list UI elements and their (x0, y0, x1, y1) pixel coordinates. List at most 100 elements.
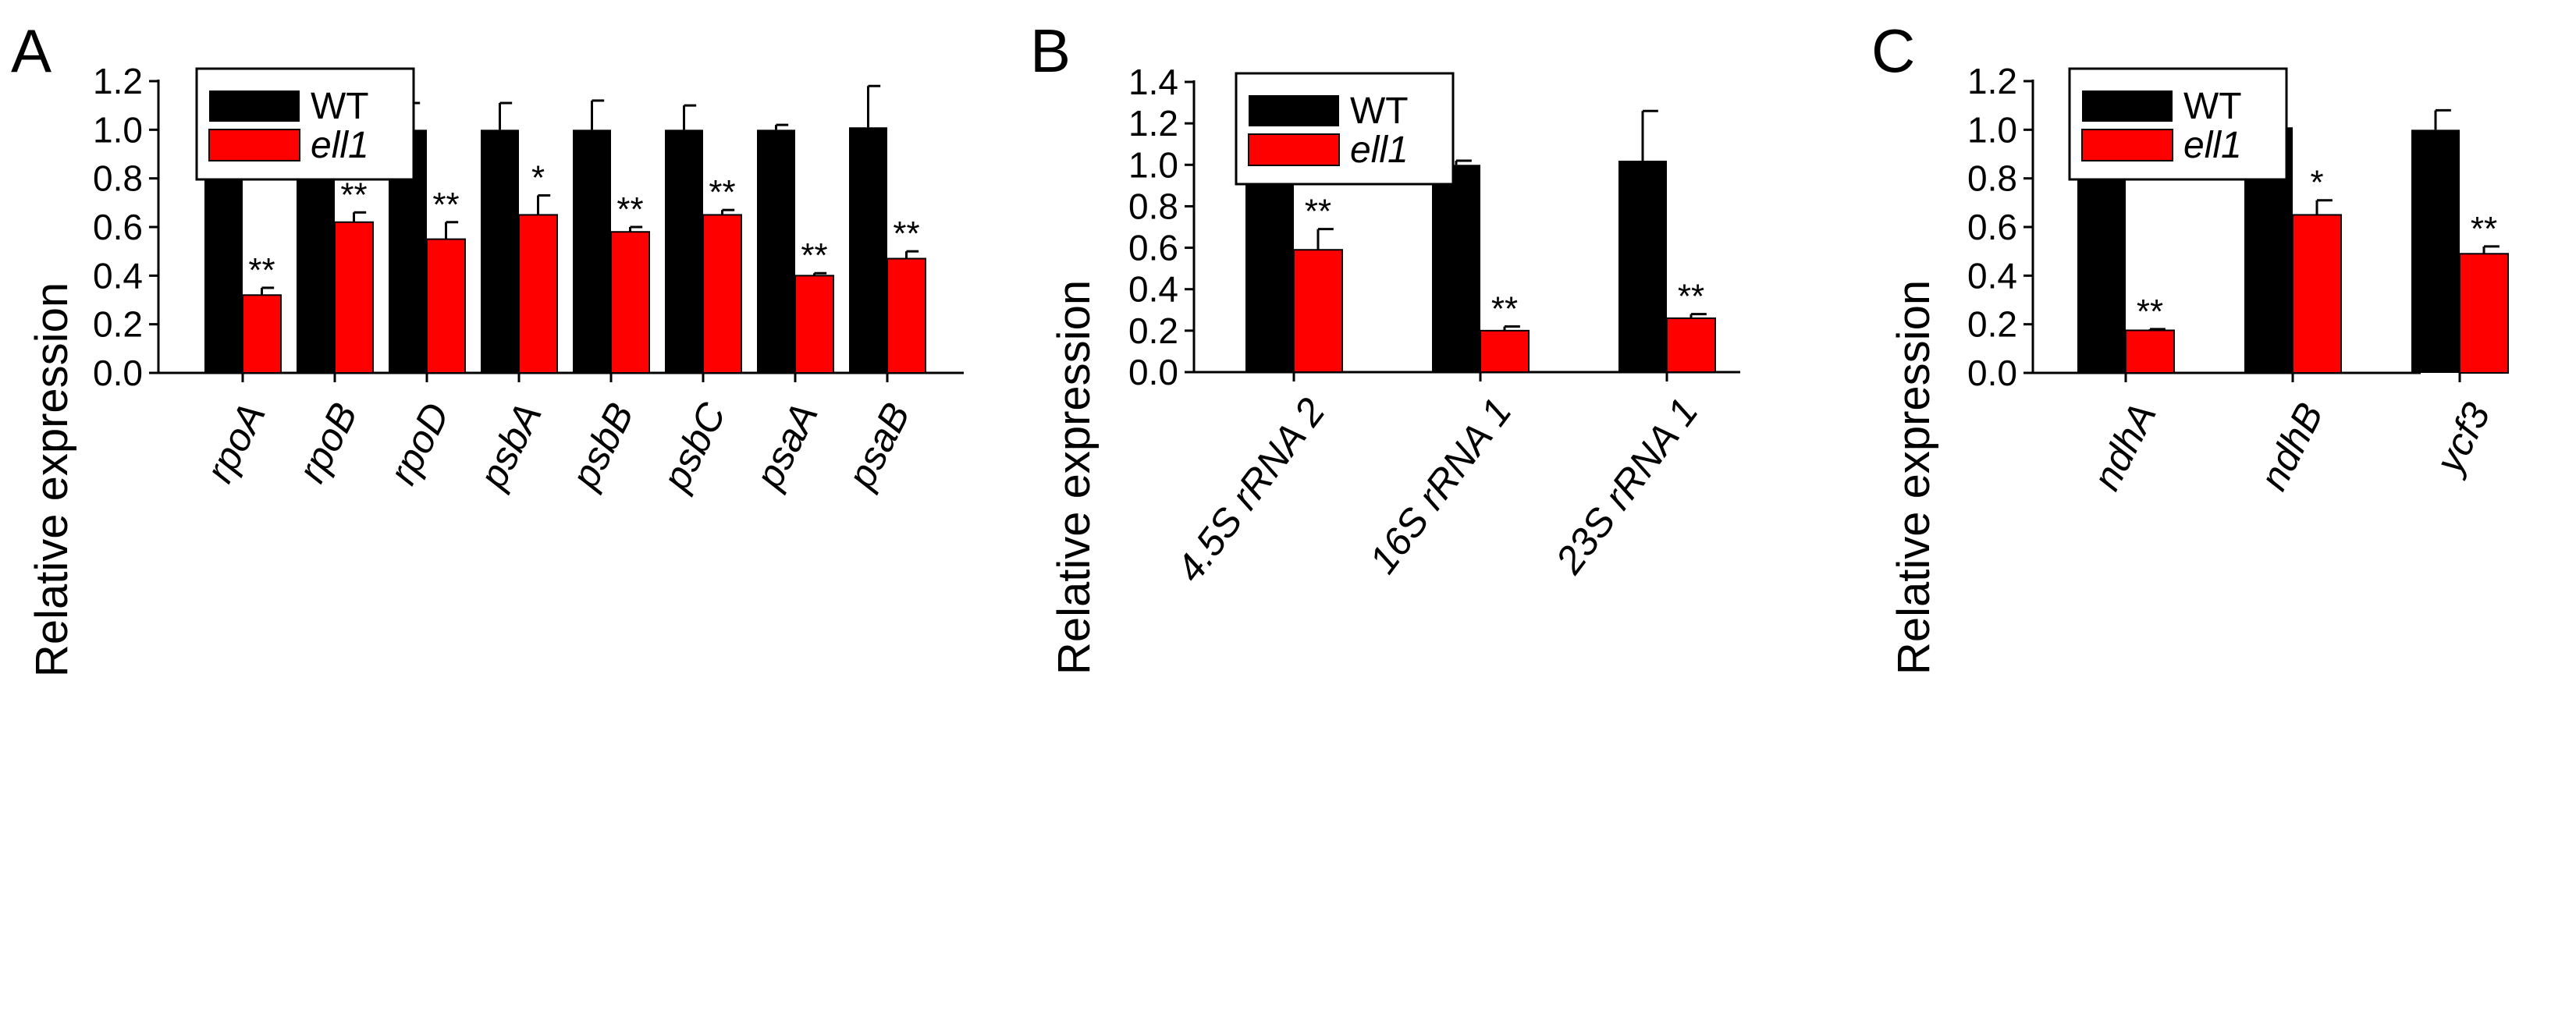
bar-ell1 (426, 238, 466, 374)
significance-label: * (531, 158, 545, 197)
panel-c-letter: C (1871, 16, 1915, 85)
bar-ell1 (2459, 253, 2509, 374)
legend-swatch-ell1 (2081, 129, 2173, 161)
legend-box (2068, 67, 2288, 181)
bar-ell1 (1666, 317, 1716, 373)
y-tick-label: 0.4 (1967, 255, 2017, 296)
y-tick-label: 0.0 (1967, 353, 2017, 393)
x-category-label: ycf3 (2426, 396, 2499, 481)
panel-a-y-axis-label: Relative expression (27, 282, 77, 677)
panel-a: A Relative expression 0.0 0.2 0.4 0.6 0.8 1.0… (11, 16, 964, 677)
y-tick-label: 1.0 (1128, 144, 1178, 185)
bar-wt (1245, 165, 1294, 373)
bar-wt (1618, 160, 1667, 372)
y-tick-label: 0.0 (93, 353, 143, 393)
significance-label: ** (432, 186, 459, 224)
x-category-label: rpoA (197, 396, 274, 490)
y-tick-label: 0.6 (93, 207, 143, 247)
significance-label: ** (1305, 193, 1331, 231)
legend-label-ell1: ell1 (1350, 130, 1409, 171)
legend-swatch-wt (2082, 90, 2173, 122)
y-tick-label: 0.8 (93, 158, 143, 199)
bar-ell1 (2292, 214, 2342, 374)
y-tick-label: 0.2 (1128, 310, 1178, 351)
x-category-label: 16S rRNA 1 (1361, 390, 1520, 581)
significance-label: ** (2137, 293, 2163, 331)
bar-ell1 (1293, 249, 1343, 373)
y-tick-label: 0.8 (1128, 186, 1178, 226)
y-tick-label: 0.4 (1128, 269, 1178, 310)
bar-wt (849, 127, 887, 373)
legend-swatch-wt (1249, 95, 1339, 126)
bar-wt (757, 130, 795, 374)
significance-label: ** (1491, 290, 1518, 328)
bar-ell1 (2125, 329, 2175, 374)
panel-c-y-axis-label: Relative expression (1888, 280, 1939, 675)
bar-ell1 (886, 257, 926, 374)
x-category-label: psaB (838, 396, 918, 497)
x-category-label: psbC (653, 396, 734, 498)
panel-b-letter: B (1030, 16, 1071, 85)
legend-label-ell1: ell1 (311, 125, 369, 166)
x-category-label: 4.5S rRNA 2 (1167, 390, 1334, 591)
y-tick-label: 0.6 (1128, 228, 1178, 268)
legend-swatch-ell1 (1248, 133, 1340, 166)
x-category-label: psbB (562, 396, 642, 497)
bar-ell1 (1480, 329, 1530, 374)
legend-box (195, 67, 415, 181)
x-category-label: rpoD (381, 396, 458, 491)
y-tick-label: 1.2 (93, 61, 143, 101)
significance-label: ** (616, 190, 643, 229)
bar-wt (2411, 130, 2460, 374)
panel-a-legend: WT ell1 (195, 67, 415, 181)
bar-ell1 (518, 214, 558, 374)
x-category-label: psaA (746, 396, 826, 497)
legend-label-wt: WT (2183, 86, 2242, 127)
significance-label: ** (2471, 210, 2497, 248)
x-category-label: psbA (470, 396, 550, 497)
bar-ell1 (794, 275, 834, 374)
bar-wt (481, 130, 519, 374)
significance-label: ** (709, 173, 735, 211)
x-category-label: ndhA (2084, 396, 2165, 497)
significance-label: ** (1678, 278, 1704, 316)
y-tick-label: 1.2 (1967, 61, 2017, 101)
bar-wt (573, 130, 611, 374)
legend-swatch-ell1 (208, 129, 300, 161)
y-tick-label: 0.6 (1967, 207, 2017, 247)
significance-label: ** (340, 176, 367, 214)
x-category-label: ndhB (2251, 396, 2332, 497)
x-category-label: rpoB (290, 396, 366, 490)
bar-ell1 (334, 221, 374, 374)
bar-ell1 (702, 214, 742, 374)
y-tick-label: 1.2 (1128, 103, 1178, 144)
panel-c-legend: WT ell1 (2068, 67, 2288, 181)
y-tick-label: 0.2 (93, 304, 143, 345)
y-tick-label: 1.0 (1967, 109, 2017, 150)
significance-label: ** (248, 251, 275, 289)
bar-ell1 (242, 294, 282, 374)
legend-label-wt: WT (311, 86, 369, 127)
legend-box (1235, 72, 1455, 186)
significance-label: ** (801, 236, 827, 275)
panel-c: C Relative expression 0.0 0.2 0.4 0.6 0.8 1.0… (1871, 16, 2509, 675)
panel-b-legend: WT ell1 (1235, 72, 1455, 186)
y-tick-label: 0.0 (1128, 352, 1178, 392)
significance-label: * (2310, 164, 2323, 202)
y-tick-label: 0.2 (1967, 304, 2017, 345)
y-tick-label: 1.4 (1128, 62, 1178, 102)
bar-ell1 (610, 231, 650, 374)
y-tick-label: 0.8 (1967, 158, 2017, 199)
y-tick-label: 1.0 (93, 109, 143, 150)
legend-label-ell1: ell1 (2183, 125, 2242, 166)
legend-swatch-wt (209, 90, 300, 122)
bar-wt (1432, 165, 1480, 373)
legend-label-wt: WT (1350, 90, 1409, 132)
y-tick-label: 0.4 (93, 255, 143, 296)
x-category-label: 23S rRNA 1 (1547, 390, 1707, 582)
panel-b: B Relative expression 0.00.20.40.60.81.0… (1030, 16, 1740, 675)
panel-a-letter: A (11, 16, 52, 85)
bar-wt (665, 130, 703, 374)
panel-b-y-axis-label: Relative expression (1049, 280, 1100, 675)
